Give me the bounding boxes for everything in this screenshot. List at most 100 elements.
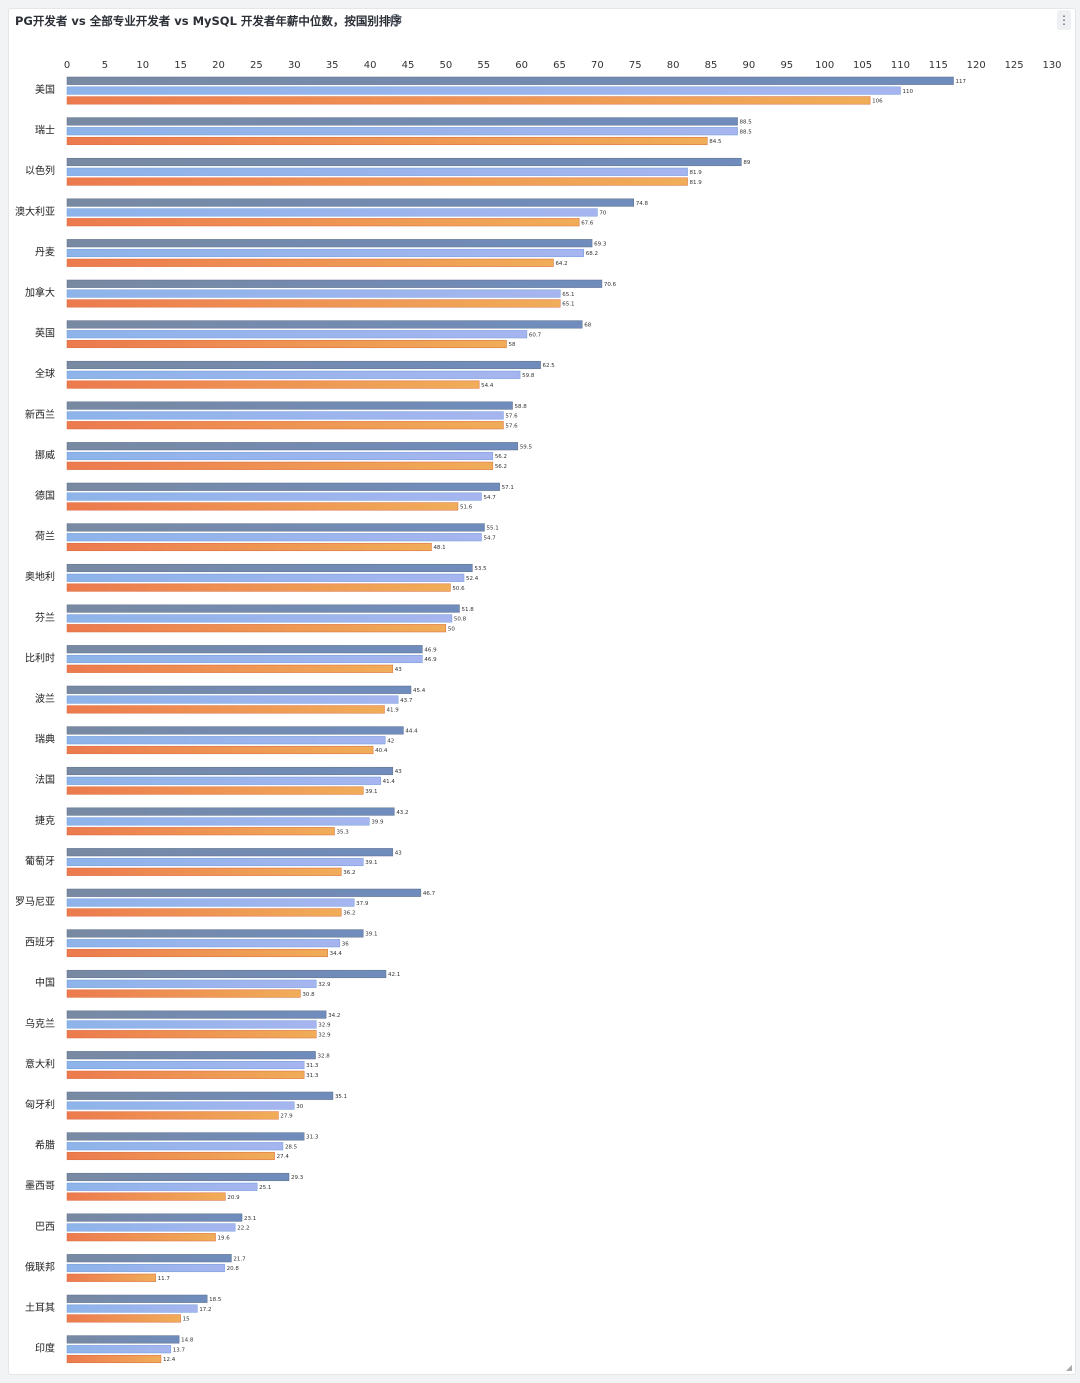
bar-series-3[interactable] (66, 339, 507, 349)
bar-series-3[interactable] (66, 664, 394, 673)
panel-header: PG开发者 vs 全部专业开发者 vs MySQL 开发者年薪中位数，按国别排序… (9, 9, 1075, 33)
bar-series-2[interactable] (66, 289, 561, 298)
bar-series-1[interactable] (66, 645, 423, 654)
bar-series-1[interactable] (66, 1335, 180, 1344)
resize-handle-icon[interactable]: ◢ (1065, 1363, 1072, 1372)
bar-series-2[interactable] (66, 370, 521, 379)
bar-series-2[interactable] (66, 492, 482, 501)
bar-series-3[interactable] (66, 136, 708, 146)
bar-series-1[interactable] (66, 1294, 208, 1303)
bar-series-2[interactable] (66, 939, 341, 948)
bar-series-3[interactable] (66, 583, 451, 592)
bar-series-1[interactable] (66, 239, 593, 248)
bar-series-1[interactable] (66, 929, 364, 938)
info-icon[interactable]: i (390, 14, 401, 25)
bar-series-3[interactable] (66, 1233, 216, 1242)
bar-series-2[interactable] (66, 1182, 258, 1191)
bar-series-3[interactable] (66, 989, 301, 998)
bar-series-1[interactable] (66, 117, 738, 126)
bar-series-3[interactable] (66, 461, 494, 470)
bar-series-2[interactable] (66, 451, 494, 461)
bar-series-3[interactable] (66, 1273, 156, 1282)
bar-series-1[interactable] (66, 969, 387, 979)
bar-series-3[interactable] (66, 705, 385, 714)
bar-series-1[interactable] (66, 198, 635, 207)
bar-series-2[interactable] (66, 1020, 317, 1029)
bar-series-2[interactable] (66, 127, 738, 136)
bar-series-3[interactable] (66, 1070, 305, 1079)
bar-series-3[interactable] (66, 96, 871, 105)
bar-series-1[interactable] (66, 1132, 305, 1141)
bar-series-1[interactable] (66, 442, 519, 451)
bar-series-3[interactable] (66, 502, 459, 511)
bar-series-3[interactable] (66, 786, 364, 795)
bar-series-3[interactable] (66, 542, 432, 552)
bar-series-2[interactable] (66, 654, 423, 664)
bar-series-2[interactable] (66, 248, 584, 258)
bar-series-3[interactable] (66, 624, 447, 633)
bar-series-2[interactable] (66, 411, 504, 420)
bar-series-3[interactable] (66, 745, 374, 755)
bar-series-1[interactable] (66, 1091, 334, 1100)
bar-series-3[interactable] (66, 299, 561, 308)
bar-series-3[interactable] (66, 258, 554, 267)
bar-series-1[interactable] (66, 1010, 327, 1019)
bar-series-2[interactable] (66, 533, 482, 542)
bar-series-1[interactable] (66, 1254, 232, 1263)
bar-series-3[interactable] (66, 1151, 275, 1161)
bar-series-3[interactable] (66, 1314, 181, 1323)
bar-series-2[interactable] (66, 208, 598, 217)
bar-series-1[interactable] (66, 1172, 290, 1182)
bar-series-3[interactable] (66, 421, 504, 430)
bar-series-1[interactable] (66, 279, 603, 288)
bar-series-1[interactable] (66, 604, 460, 613)
bar-series-1[interactable] (66, 360, 541, 370)
bar-series-3[interactable] (66, 1111, 279, 1120)
bar-series-1[interactable] (66, 848, 394, 857)
bar-series-2[interactable] (66, 167, 688, 176)
bar-series-3[interactable] (66, 1030, 317, 1039)
bar-series-1[interactable] (66, 523, 485, 532)
bar-series-2[interactable] (66, 1345, 172, 1354)
bar-series-2[interactable] (66, 573, 465, 582)
bar-series-1[interactable] (66, 401, 513, 410)
bar-series-3[interactable] (66, 867, 342, 876)
bar-series-2[interactable] (66, 1060, 305, 1070)
bar-series-3[interactable] (66, 948, 328, 958)
bar-series-2[interactable] (66, 736, 386, 745)
bar-series-1[interactable] (66, 1213, 243, 1222)
bar-series-2[interactable] (66, 857, 364, 867)
bar-series-2[interactable] (66, 1142, 284, 1151)
bar-series-3[interactable] (66, 827, 335, 836)
bar-series-1[interactable] (66, 1051, 316, 1060)
bar-series-1[interactable] (66, 766, 394, 776)
bar-series-1[interactable] (66, 888, 422, 897)
bar-series-2[interactable] (66, 776, 381, 785)
bar-series-1[interactable] (66, 157, 742, 167)
bar-series-1[interactable] (66, 76, 954, 85)
bar-series-3[interactable] (66, 177, 688, 186)
bar-series-1[interactable] (66, 482, 500, 491)
bar-series-2[interactable] (66, 330, 528, 339)
bar-series-2[interactable] (66, 1101, 295, 1110)
bar-series-2[interactable] (66, 979, 317, 988)
bar-series-1[interactable] (66, 726, 404, 735)
bar-series-3[interactable] (66, 1192, 226, 1201)
bar-series-3[interactable] (66, 380, 480, 389)
bar-series-2[interactable] (66, 898, 355, 907)
bar-series-2[interactable] (66, 1304, 198, 1313)
bar-series-1[interactable] (66, 563, 473, 573)
bar-series-1[interactable] (66, 320, 583, 329)
bar-series-2[interactable] (66, 1263, 225, 1273)
bar-series-2[interactable] (66, 1223, 236, 1232)
bar-series-2[interactable] (66, 86, 901, 95)
bar-series-3[interactable] (66, 218, 580, 227)
bar-series-1[interactable] (66, 807, 395, 816)
bar-series-1[interactable] (66, 685, 412, 694)
bar-series-2[interactable] (66, 817, 370, 826)
bar-series-2[interactable] (66, 695, 399, 704)
bar-series-2[interactable] (66, 614, 453, 623)
kebab-menu-icon[interactable]: ⋮ (1057, 10, 1071, 30)
bar-series-3[interactable] (66, 1354, 162, 1364)
bar-series-3[interactable] (66, 908, 342, 917)
